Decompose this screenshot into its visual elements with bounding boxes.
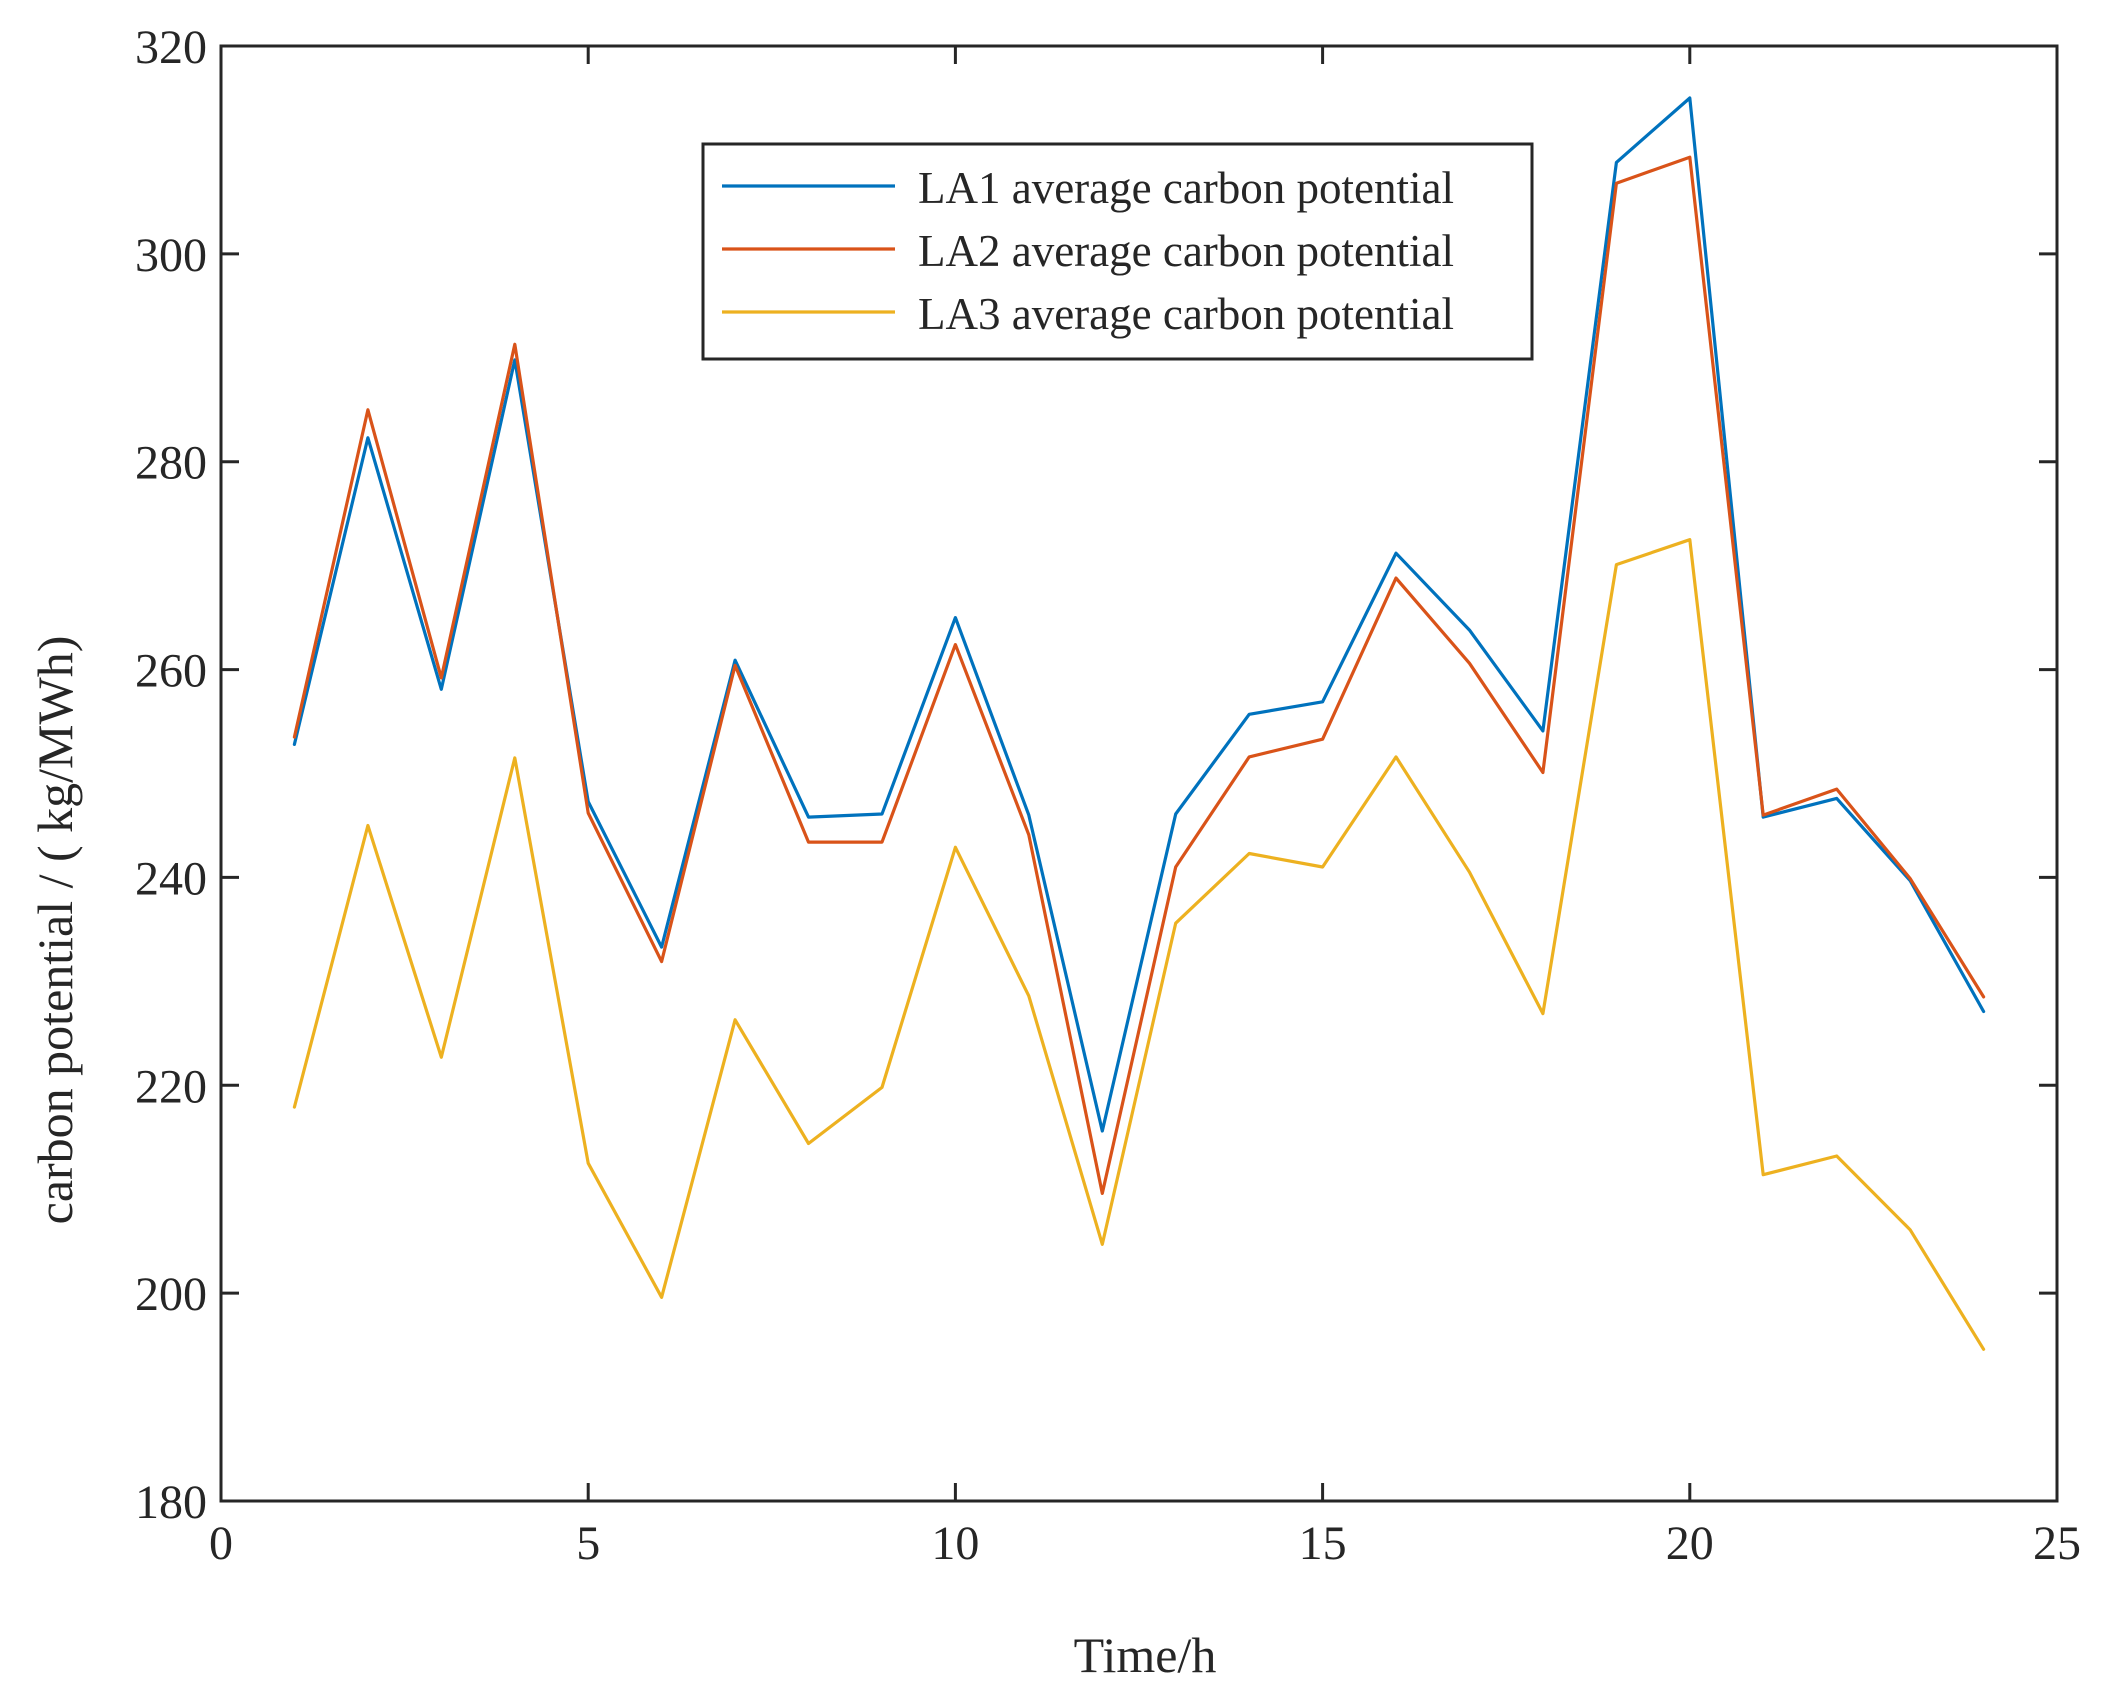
y-tick-label: 220 [135, 1060, 207, 1113]
legend-label-la1: LA1 average carbon potential [918, 163, 1454, 213]
y-tick-label: 280 [135, 437, 207, 490]
legend-label-la2: LA2 average carbon potential [918, 226, 1454, 276]
y-tick-label: 180 [135, 1476, 207, 1529]
series-line-la2 [292, 155, 1986, 1196]
y-tick-label: 200 [135, 1268, 207, 1321]
y-tick-labels: 180 200 220 240 260 280 300 320 [135, 21, 207, 1529]
series-line-la3 [292, 538, 1986, 1351]
series-layer [292, 96, 1986, 1351]
x-axis-label: Time/h [1074, 1627, 1217, 1683]
legend-box [701, 142, 1534, 361]
x-tick-label: 25 [2033, 1517, 2081, 1570]
legend-entries: LA1 average carbon potential LA2 average … [722, 163, 1454, 339]
tick-marks [219, 44, 2059, 1503]
axes-frame [219, 44, 2059, 1503]
plot-frame [219, 44, 2059, 1503]
x-tick-label: 0 [209, 1517, 233, 1570]
legend: LA1 average carbon potential LA2 average … [701, 142, 1534, 361]
y-axis-label: carbon potential / ( kg/MWh) [27, 636, 83, 1225]
x-tick-label: 15 [1299, 1517, 1347, 1570]
x-tick-label: 10 [931, 1517, 979, 1570]
y-tick-label: 260 [135, 645, 207, 698]
x-tick-label: 5 [576, 1517, 600, 1570]
legend-label-la3: LA3 average carbon potential [918, 289, 1454, 339]
x-tick-label: 20 [1666, 1517, 1714, 1570]
x-tick-labels: 0 5 10 15 20 25 [209, 1517, 2081, 1570]
y-tick-label: 240 [135, 852, 207, 905]
y-tick-label: 320 [135, 21, 207, 74]
y-tick-label: 300 [135, 229, 207, 282]
